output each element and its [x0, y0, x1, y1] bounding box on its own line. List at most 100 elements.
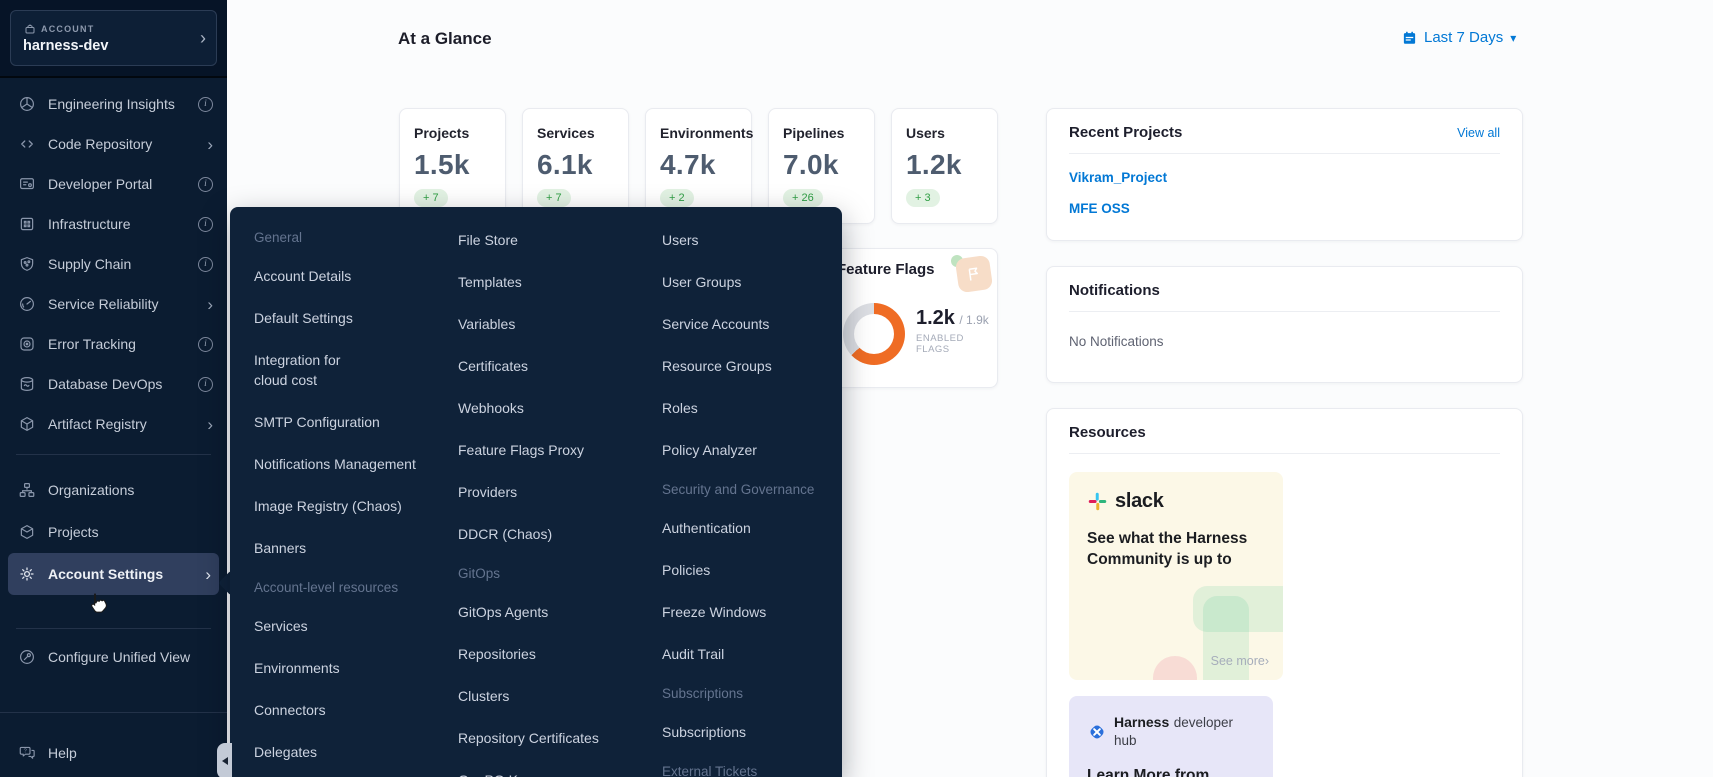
sidebar-item-database-devops[interactable]: Database DevOps i [0, 364, 227, 404]
menu-item-users[interactable]: Users [662, 232, 699, 248]
chevron-right-icon: › [207, 294, 213, 314]
menu-item-policy-analyzer[interactable]: Policy Analyzer [662, 442, 757, 458]
menu-item-image-registry-chaos[interactable]: Image Registry (Chaos) [254, 498, 402, 514]
stat-card-services[interactable]: Services 6.1k + 7 [522, 108, 629, 224]
project-link[interactable]: Vikram_Project [1069, 170, 1168, 185]
recent-projects-card: Recent Projects View all Vikram_Project … [1046, 108, 1523, 241]
menu-item-subscriptions[interactable]: Subscriptions [662, 724, 747, 740]
menu-item-providers[interactable]: Providers [458, 484, 518, 500]
divider [16, 454, 211, 455]
sidebar-item-developer-portal[interactable]: Developer Portal i [0, 164, 227, 204]
menu-item-file-store[interactable]: File Store [458, 232, 518, 248]
menu-item-banners[interactable]: Banners [254, 540, 307, 556]
sidebar-item-code-repository[interactable]: Code Repository › [0, 124, 227, 164]
stat-card-users[interactable]: Users 1.2k + 3 [891, 108, 998, 224]
menu-item-freeze-windows[interactable]: Freeze Windows [662, 604, 767, 620]
menu-item-default-settings[interactable]: Default Settings [254, 310, 353, 326]
menu-item-smtp-configuration[interactable]: SMTP Configuration [254, 414, 380, 430]
developer-portal-icon [18, 175, 36, 193]
menu-item-repository-certificates[interactable]: Repository Certificates [458, 730, 599, 746]
account-settings-menu: General Account Details Default Settings… [230, 207, 842, 777]
menu-item-gitops-agents[interactable]: GitOps Agents [458, 604, 549, 620]
slack-watermark [1193, 586, 1283, 632]
resource-card-developer-hub[interactable]: Harness developer hub Learn More from Ha… [1069, 696, 1273, 777]
info-icon[interactable]: i [198, 216, 213, 232]
total-flags-value: / 1.9k [959, 313, 989, 327]
menu-item-connectors[interactable]: Connectors [254, 702, 326, 718]
info-icon[interactable]: i [198, 376, 213, 392]
page-title: At a Glance [398, 29, 492, 48]
sidebar-item-supply-chain[interactable]: Supply Chain i [0, 244, 227, 284]
menu-item-gnupg-keys[interactable]: GnuPG Keys [458, 759, 638, 777]
menu-item-service-accounts[interactable]: Service Accounts [662, 316, 770, 332]
notifications-title: Notifications [1069, 282, 1160, 299]
menu-section-account-level-resources: Account-level resources [254, 579, 399, 595]
divider [1069, 453, 1500, 454]
info-icon[interactable]: i [198, 96, 213, 112]
menu-item-services[interactable]: Services [254, 618, 308, 634]
delta-badge: + 7 [537, 189, 571, 207]
sidebar-collapse-handle[interactable] [217, 743, 232, 777]
organizations-icon [18, 481, 36, 499]
view-all-link[interactable]: View all [1457, 125, 1500, 140]
menu-item-resource-groups[interactable]: Resource Groups [662, 358, 772, 374]
svg-text:?: ? [24, 749, 27, 755]
project-link[interactable]: MFE OSS [1069, 201, 1130, 216]
menu-item-environments[interactable]: Environments [254, 660, 340, 676]
recent-projects-title: Recent Projects [1069, 124, 1183, 141]
stat-card-projects[interactable]: Projects 1.5k + 7 [399, 108, 506, 224]
menu-column-resources: File Store Templates Variables Certifica… [434, 219, 638, 777]
sidebar-item-projects[interactable]: Projects [0, 511, 227, 553]
resource-card-slack[interactable]: slack See what the Harness Community is … [1069, 472, 1283, 680]
account-switcher[interactable]: ACCOUNT harness-dev › [10, 10, 217, 66]
sidebar-item-organizations[interactable]: Organizations [0, 469, 227, 511]
menu-item-feature-flags-proxy[interactable]: Feature Flags Proxy [458, 442, 585, 458]
menu-item-audit-trail[interactable]: Audit Trail [662, 646, 725, 662]
secondary-nav: Organizations Projects Account Settings … [0, 465, 227, 595]
info-icon[interactable]: i [198, 176, 213, 192]
account-section: ACCOUNT harness-dev › [0, 0, 227, 78]
menu-item-delegates[interactable]: Delegates [254, 744, 318, 760]
menu-item-notifications-management[interactable]: Notifications Management [254, 456, 416, 472]
sidebar-item-help[interactable]: ? Help [0, 733, 227, 773]
error-tracking-icon [18, 335, 36, 353]
menu-item-webhooks[interactable]: Webhooks [458, 400, 524, 416]
sidebar-item-configure-unified-view[interactable]: Configure Unified View [0, 637, 227, 677]
sidebar-item-artifact-registry[interactable]: Artifact Registry › [0, 404, 227, 444]
calendar-icon [1402, 30, 1417, 45]
help-icon: ? [18, 744, 36, 762]
caret-down-icon: ▾ [1510, 30, 1517, 45]
chevron-right-icon: › [207, 134, 213, 154]
sidebar-item-engineering-insights[interactable]: Engineering Insights i [0, 84, 227, 124]
menu-item-variables[interactable]: Variables [458, 316, 516, 332]
menu-item-user-groups[interactable]: User Groups [662, 274, 742, 290]
menu-item-integration-cloud-cost[interactable]: Integration for cloud cost [254, 351, 341, 388]
sidebar-item-account-settings[interactable]: Account Settings › [8, 553, 219, 595]
menu-section-security-and-governance: Security and Governance [662, 481, 815, 497]
delta-badge: + 2 [660, 189, 694, 207]
menu-item-policies[interactable]: Policies [662, 562, 711, 578]
sidebar-item-error-tracking[interactable]: Error Tracking i [0, 324, 227, 364]
sidebar-item-service-reliability[interactable]: Service Reliability › [0, 284, 227, 324]
info-icon[interactable]: i [198, 336, 213, 352]
resource-headline: Learn More from Harness [1087, 767, 1210, 777]
account-icon [23, 22, 36, 35]
menu-item-templates[interactable]: Templates [458, 274, 522, 290]
supply-chain-icon [18, 255, 36, 273]
stats-row: Projects 1.5k + 7 Services 6.1k + 7 Envi… [399, 108, 998, 224]
menu-item-clusters[interactable]: Clusters [458, 688, 510, 704]
menu-item-repositories[interactable]: Repositories [458, 646, 536, 662]
menu-item-certificates[interactable]: Certificates [458, 358, 529, 374]
date-range-picker[interactable]: Last 7 Days ▾ [1402, 29, 1516, 46]
delta-badge: + 3 [906, 189, 940, 207]
see-more-link[interactable]: See more› [1210, 654, 1269, 668]
sidebar-item-infrastructure[interactable]: Infrastructure i [0, 204, 227, 244]
stat-card-pipelines[interactable]: Pipelines 7.0k + 26 [768, 108, 875, 224]
menu-item-authentication[interactable]: Authentication [662, 520, 751, 536]
info-icon[interactable]: i [198, 256, 213, 272]
menu-item-account-details[interactable]: Account Details [254, 268, 352, 284]
menu-item-ddcr-chaos[interactable]: DDCR (Chaos) [458, 526, 553, 542]
menu-column-access-control: Users User Groups Service Accounts Resou… [638, 219, 842, 777]
chevron-right-icon: › [205, 564, 211, 584]
menu-item-roles[interactable]: Roles [662, 400, 698, 416]
